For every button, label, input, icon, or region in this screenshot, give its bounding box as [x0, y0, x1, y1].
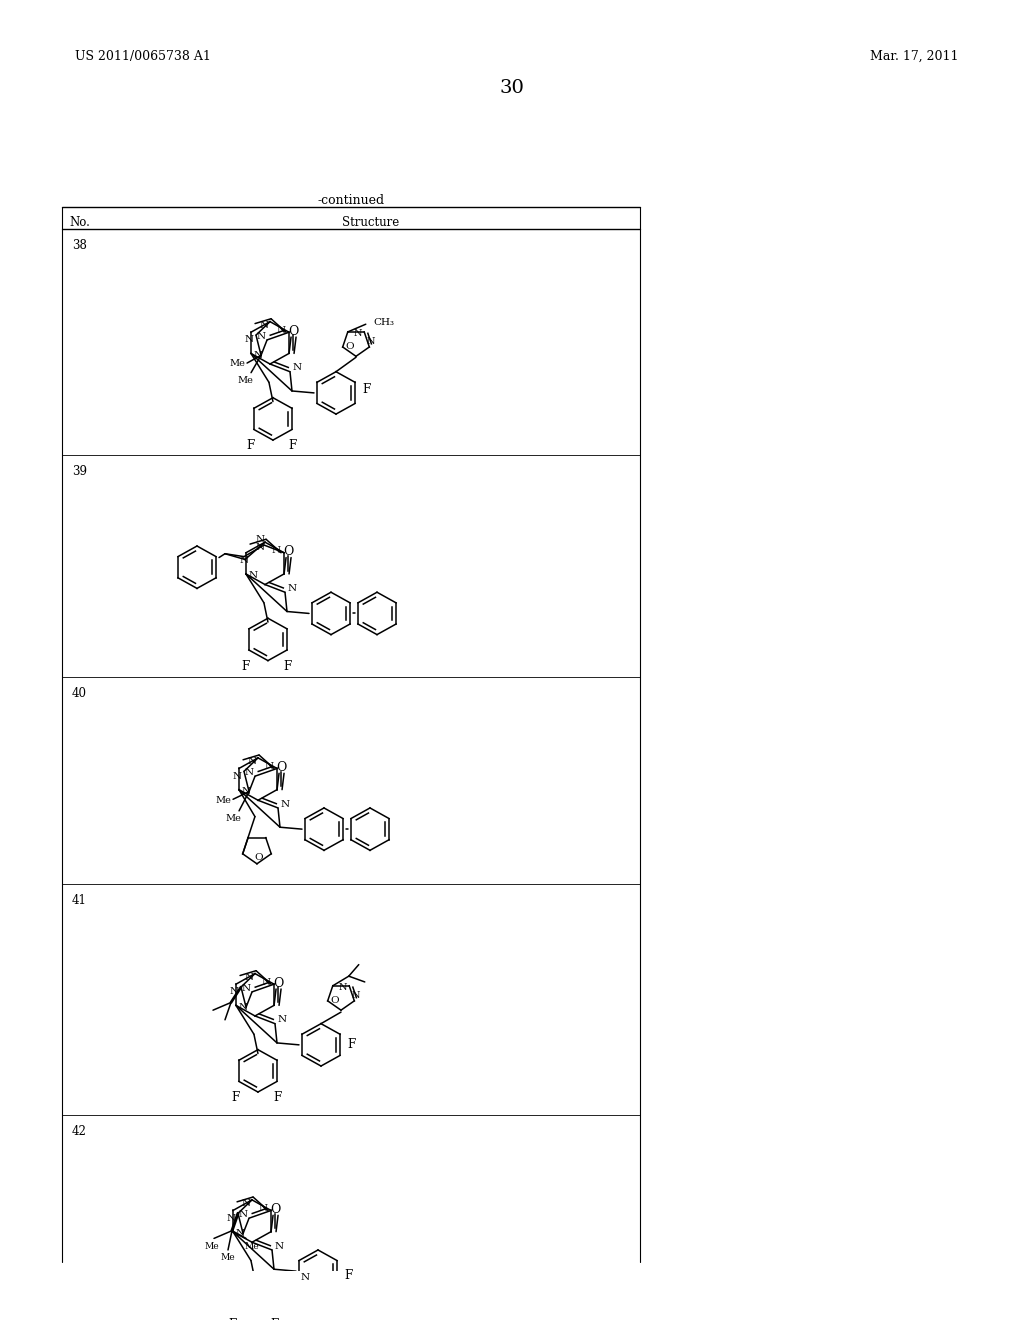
Text: US 2011/0065738 A1: US 2011/0065738 A1: [75, 50, 211, 63]
Text: Me: Me: [221, 1253, 236, 1262]
Text: N: N: [276, 326, 286, 335]
Text: N: N: [236, 1229, 245, 1238]
Text: N: N: [253, 351, 262, 360]
Text: N: N: [258, 1204, 267, 1213]
Text: 41: 41: [72, 894, 87, 907]
Text: Me: Me: [205, 1242, 219, 1250]
Text: O: O: [275, 762, 287, 774]
Text: N: N: [274, 1242, 284, 1250]
Text: Me: Me: [245, 1242, 259, 1250]
Text: 42: 42: [72, 1125, 87, 1138]
Text: F: F: [347, 1039, 355, 1051]
Text: N: N: [354, 330, 362, 338]
Text: Mar. 17, 2011: Mar. 17, 2011: [870, 50, 958, 63]
Text: No.: No.: [70, 215, 90, 228]
Text: N: N: [249, 572, 257, 581]
Text: -continued: -continued: [317, 194, 385, 206]
Text: O: O: [331, 997, 339, 1006]
Text: N: N: [232, 772, 242, 780]
Text: Me: Me: [238, 376, 253, 385]
Text: F: F: [284, 660, 292, 673]
Text: N: N: [245, 768, 254, 776]
Text: N: N: [239, 1210, 248, 1218]
Text: 30: 30: [500, 79, 524, 96]
Text: Structure: Structure: [342, 215, 399, 228]
Text: N: N: [240, 556, 249, 565]
Text: CH₃: CH₃: [374, 318, 395, 327]
Text: Me: Me: [215, 796, 231, 805]
Text: N: N: [226, 1213, 236, 1222]
Text: O: O: [288, 325, 298, 338]
Text: Me: Me: [225, 814, 241, 824]
Text: O: O: [345, 342, 354, 351]
Text: N: N: [245, 973, 254, 982]
Text: F: F: [247, 440, 255, 453]
Text: N: N: [278, 1015, 287, 1024]
Text: 39: 39: [72, 465, 87, 478]
Text: O: O: [283, 545, 293, 558]
Text: N: N: [300, 1274, 309, 1283]
Text: N: N: [256, 331, 265, 341]
Text: N: N: [245, 335, 254, 345]
Text: 38: 38: [72, 239, 87, 252]
Text: O: O: [255, 853, 263, 862]
Text: N: N: [248, 758, 257, 766]
Text: F: F: [231, 1092, 240, 1105]
Text: F: F: [270, 1317, 280, 1320]
Text: N: N: [256, 535, 264, 544]
Text: N: N: [293, 363, 301, 372]
Text: N: N: [242, 1200, 251, 1208]
Text: N: N: [229, 987, 239, 997]
Text: F: F: [273, 1092, 282, 1105]
Text: O: O: [270, 1203, 281, 1216]
Text: F: F: [228, 1317, 238, 1320]
Text: N: N: [264, 762, 273, 771]
Text: Me: Me: [229, 359, 245, 367]
Text: N: N: [339, 983, 347, 993]
Text: N: N: [259, 321, 268, 330]
Text: N: N: [288, 583, 297, 593]
Text: N: N: [242, 787, 251, 796]
Text: N: N: [239, 1003, 248, 1012]
Text: N: N: [255, 544, 264, 553]
Text: F: F: [242, 660, 250, 673]
Text: F: F: [344, 1269, 352, 1282]
Text: N: N: [271, 546, 281, 556]
Text: F: F: [289, 440, 297, 453]
Text: N: N: [367, 337, 376, 346]
Text: N: N: [281, 800, 290, 809]
Text: N: N: [261, 978, 270, 987]
Text: 40: 40: [72, 686, 87, 700]
Text: O: O: [272, 977, 284, 990]
Text: N: N: [352, 990, 360, 999]
Text: F: F: [361, 383, 370, 396]
Text: N: N: [242, 983, 251, 993]
